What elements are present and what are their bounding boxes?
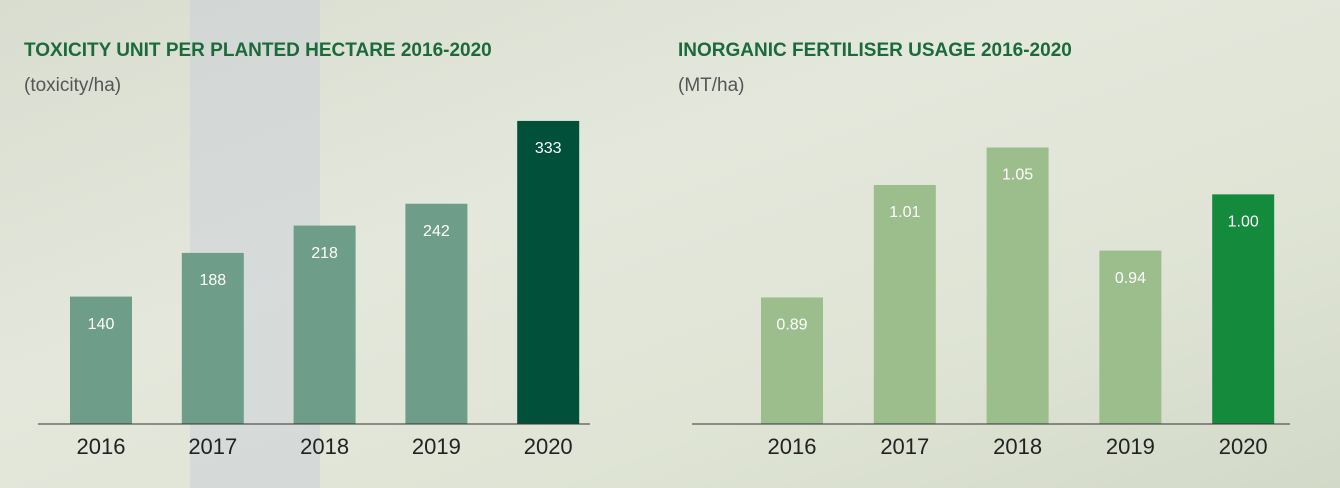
- x-tick-label: 2020: [1219, 434, 1268, 459]
- x-tick-label: 2017: [880, 434, 929, 459]
- chart-title: TOXICITY UNIT PER PLANTED HECTARE 2016-2…: [24, 40, 492, 61]
- value-label: 333: [535, 140, 562, 157]
- value-label: 218: [311, 245, 338, 262]
- x-tick-label: 2017: [188, 434, 237, 459]
- value-label: 0.94: [1115, 270, 1146, 287]
- bar: [986, 147, 1049, 424]
- bar: [1212, 194, 1275, 424]
- bar: [873, 184, 936, 424]
- value-label: 1.00: [1228, 214, 1259, 231]
- value-label: 0.89: [776, 317, 807, 334]
- value-label: 188: [199, 272, 226, 289]
- chart-subtitle: (MT/ha): [678, 75, 745, 96]
- chart-subtitle: (toxicity/ha): [24, 75, 121, 96]
- x-tick-label: 2016: [768, 434, 817, 459]
- bar: [70, 296, 132, 424]
- x-tick-label: 2019: [412, 434, 461, 459]
- x-tick-label: 2016: [77, 434, 126, 459]
- chart-title: INORGANIC FERTILISER USAGE 2016-2020: [678, 40, 1072, 61]
- value-label: 1.01: [889, 204, 920, 221]
- x-tick-label: 2018: [993, 434, 1042, 459]
- bar: [181, 252, 244, 424]
- x-tick-label: 2018: [300, 434, 349, 459]
- bar: [517, 120, 580, 424]
- value-label: 1.05: [1002, 167, 1033, 184]
- bar: [1099, 250, 1162, 424]
- value-label: 242: [423, 223, 450, 240]
- x-tick-label: 2019: [1106, 434, 1155, 459]
- bar: [293, 225, 356, 424]
- bar: [405, 203, 468, 424]
- bar: [761, 297, 823, 424]
- x-tick-label: 2020: [524, 434, 573, 459]
- value-label: 140: [88, 316, 115, 333]
